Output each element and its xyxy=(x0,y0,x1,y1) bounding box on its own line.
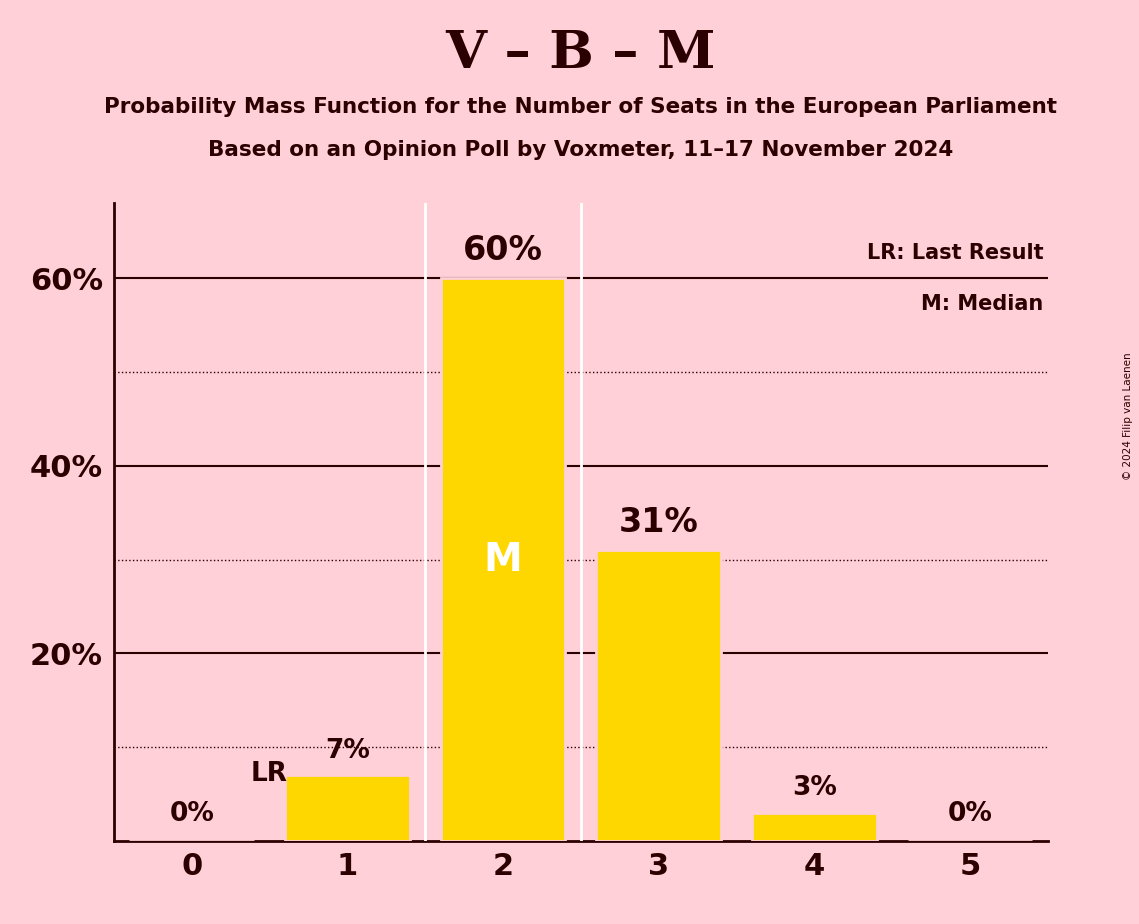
Bar xyxy=(285,775,410,841)
Text: LR: LR xyxy=(251,761,288,787)
Text: Probability Mass Function for the Number of Seats in the European Parliament: Probability Mass Function for the Number… xyxy=(105,97,1057,117)
Text: 60%: 60% xyxy=(464,234,543,267)
Bar xyxy=(597,550,721,841)
Text: M: Median: M: Median xyxy=(921,294,1043,314)
Text: © 2024 Filip van Laenen: © 2024 Filip van Laenen xyxy=(1123,352,1133,480)
Text: Based on an Opinion Poll by Voxmeter, 11–17 November 2024: Based on an Opinion Poll by Voxmeter, 11… xyxy=(208,140,953,161)
Text: 0%: 0% xyxy=(948,801,992,827)
Text: 7%: 7% xyxy=(325,738,370,764)
Text: LR: Last Result: LR: Last Result xyxy=(867,243,1043,262)
Text: V – B – M: V – B – M xyxy=(445,28,716,79)
Bar xyxy=(441,278,565,841)
Text: 3%: 3% xyxy=(792,775,837,801)
Text: 31%: 31% xyxy=(618,506,698,539)
Bar xyxy=(752,813,877,841)
Text: M: M xyxy=(484,541,523,578)
Text: 0%: 0% xyxy=(170,801,214,827)
